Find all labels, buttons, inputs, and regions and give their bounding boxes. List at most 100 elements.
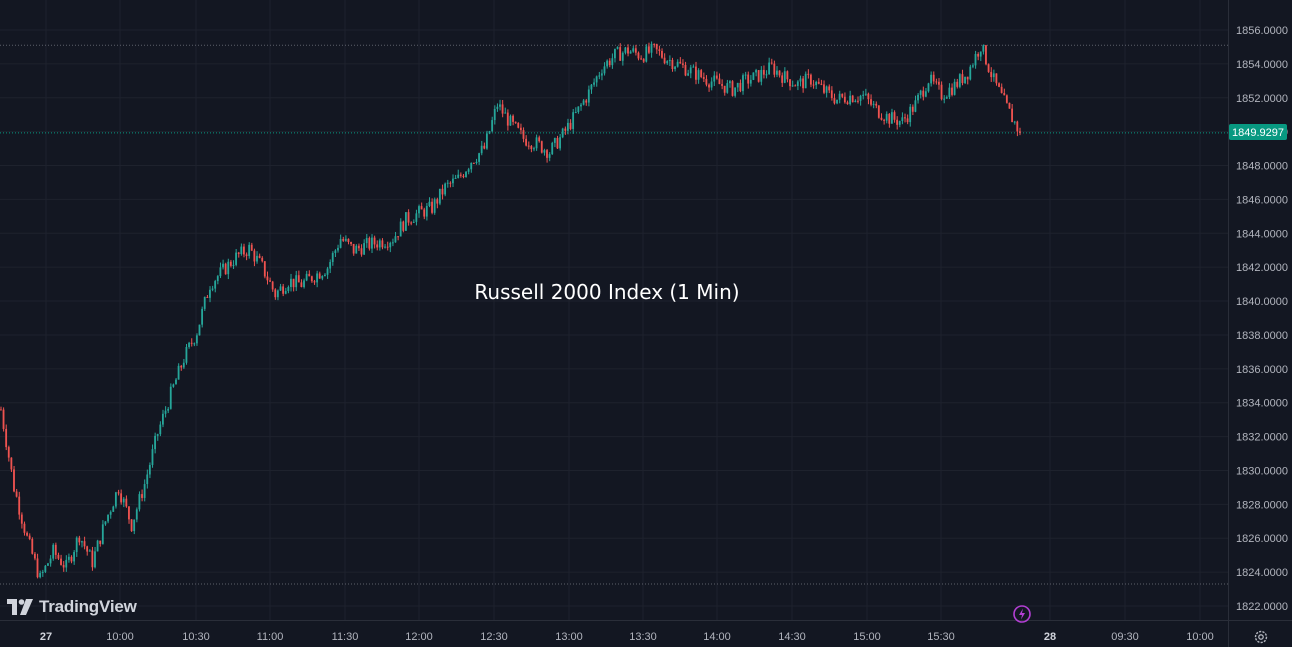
candle-body [614, 48, 616, 59]
candle-body [431, 201, 433, 213]
candle-body [478, 153, 480, 162]
candle-body [744, 74, 747, 76]
candle-body [386, 246, 389, 248]
candle-body [133, 519, 136, 532]
candle-body [629, 51, 632, 54]
candle-body [318, 273, 321, 279]
candle-body [216, 276, 219, 282]
candle-body [642, 59, 645, 62]
candle-body [245, 254, 248, 256]
candle-body [391, 242, 394, 244]
candle-body [867, 93, 870, 100]
candle-body [467, 169, 470, 172]
x-tick-label: 15:30 [927, 631, 955, 643]
candle-body [274, 289, 277, 298]
y-tick-label: 1834.0000 [1236, 398, 1288, 410]
x-tick-label: 11:30 [332, 631, 359, 643]
candle-body [308, 273, 311, 277]
candle-body [44, 565, 47, 572]
candle-body [799, 78, 802, 82]
time-axis[interactable]: 27 10:00 10:30 11:00 11:30 12:00 12:30 13:00 13:… [40, 631, 1214, 643]
candle-body [569, 122, 572, 129]
candle-body [381, 240, 384, 248]
candle-body [499, 104, 501, 107]
tradingview-logo[interactable]: TradingView [7, 597, 137, 617]
candle-body [389, 242, 392, 248]
candle-body [561, 128, 564, 138]
candle-body [828, 86, 831, 91]
candle-body [229, 261, 232, 266]
candle-body [517, 122, 520, 128]
candle-body [344, 238, 347, 241]
candle-body [219, 267, 222, 277]
candle-body [809, 74, 812, 85]
candle-body [310, 276, 313, 282]
y-tick-label: 1854.0000 [1236, 59, 1288, 71]
candle-body [470, 162, 473, 170]
candle-body [342, 238, 345, 241]
candle-body [530, 146, 533, 150]
candle-body [164, 410, 167, 414]
candle-body [169, 386, 172, 409]
candle-body [650, 43, 653, 53]
candle-body [647, 46, 650, 53]
candle-body [355, 245, 358, 254]
candle-body [930, 74, 932, 84]
candle-body [428, 201, 431, 206]
candle-body [402, 221, 405, 231]
candle-body [974, 53, 977, 66]
y-tick-label: 1840.0000 [1236, 296, 1288, 308]
candle-body [715, 75, 718, 79]
candle-body [209, 289, 211, 298]
candle-body [843, 96, 846, 103]
candle-body [958, 74, 961, 87]
candle-body [459, 174, 462, 176]
candle-body [674, 66, 676, 70]
candle-body [627, 47, 629, 54]
candle-body [917, 94, 919, 101]
candle-body [446, 182, 449, 184]
candle-body [830, 90, 833, 99]
candle-body [39, 573, 42, 578]
candle-body [368, 238, 371, 249]
candle-body [141, 494, 143, 498]
candle-body [198, 324, 201, 336]
candle-body [807, 73, 810, 75]
candle-body [938, 81, 940, 85]
candle-body [509, 115, 512, 126]
lightning-icon[interactable] [1012, 604, 1032, 624]
candle-body [825, 86, 828, 93]
candle-body [548, 154, 551, 158]
candle-body [598, 75, 601, 77]
x-tick-label: 12:30 [480, 631, 508, 643]
gear-icon[interactable] [1253, 629, 1269, 645]
candle-body [54, 544, 57, 555]
candle-body [128, 506, 130, 520]
candle-body [235, 252, 237, 265]
candle-body [454, 177, 457, 179]
candle-body [977, 53, 980, 57]
candle-body [838, 93, 841, 100]
candle-body [258, 255, 261, 258]
candle-body [713, 75, 716, 82]
candle-body [906, 118, 909, 123]
candle-body [237, 252, 240, 255]
candle-body [574, 112, 577, 114]
candle-body [420, 206, 423, 210]
candle-body [600, 73, 603, 76]
candle-body [397, 236, 399, 238]
candle-body [877, 105, 880, 118]
chart-title: Russell 2000 Index (1 Min) [474, 280, 739, 304]
candle-body [323, 274, 326, 276]
candle-body [817, 81, 820, 84]
candle-body [734, 87, 737, 96]
candle-body [78, 537, 81, 543]
candle-body [512, 115, 514, 122]
price-axis[interactable]: 1856.00001854.00001852.00001850.00001848… [1236, 25, 1288, 613]
candle-body [702, 77, 705, 79]
candle-body [864, 93, 867, 95]
candle-body [951, 87, 953, 95]
y-tick-label: 1838.0000 [1236, 330, 1288, 342]
candle-body [979, 51, 982, 57]
